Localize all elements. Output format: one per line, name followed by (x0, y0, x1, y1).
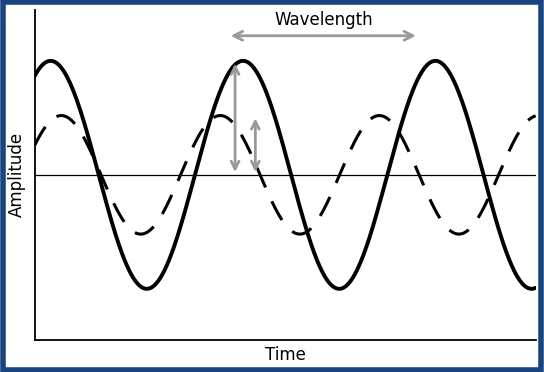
X-axis label: Time: Time (265, 346, 306, 364)
Text: Wavelength: Wavelength (274, 11, 373, 29)
Y-axis label: Amplitude: Amplitude (8, 132, 26, 217)
